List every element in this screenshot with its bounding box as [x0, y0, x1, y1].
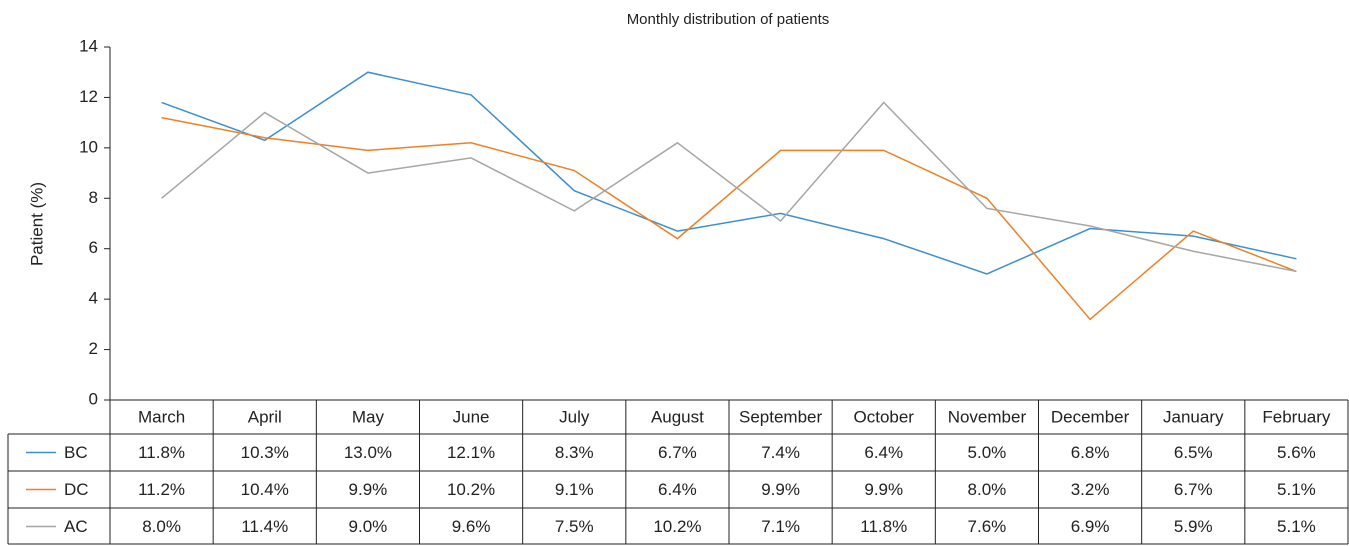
- y-tick-label: 4: [89, 289, 98, 308]
- x-tick-label: January: [1163, 407, 1224, 426]
- y-tick-label: 0: [89, 389, 98, 408]
- x-tick-label: February: [1262, 407, 1331, 426]
- table-value: 8.0%: [142, 517, 181, 536]
- table-value: 11.4%: [241, 517, 288, 536]
- table-value: 7.5%: [555, 517, 594, 536]
- y-tick-label: 12: [79, 87, 98, 106]
- table-value: 5.6%: [1277, 443, 1316, 462]
- table-value: 9.9%: [761, 480, 800, 499]
- table-value: 6.7%: [1174, 480, 1213, 499]
- table-value: 9.9%: [349, 480, 388, 499]
- table-value: 11.8%: [860, 517, 907, 536]
- y-tick-label: 6: [89, 238, 98, 257]
- table-value: 6.5%: [1174, 443, 1213, 462]
- table-value: 8.3%: [555, 443, 594, 462]
- table-value: 10.3%: [241, 443, 289, 462]
- table-value: 6.4%: [658, 480, 697, 499]
- table-value: 9.6%: [452, 517, 491, 536]
- x-tick-label: July: [559, 407, 590, 426]
- table-value: 10.2%: [653, 517, 701, 536]
- table-value: 3.2%: [1071, 480, 1110, 499]
- x-tick-label: May: [352, 407, 385, 426]
- table-value: 9.9%: [864, 480, 903, 499]
- y-tick-label: 2: [89, 339, 98, 358]
- y-tick-label: 10: [79, 137, 98, 156]
- x-tick-label: March: [138, 407, 185, 426]
- table-value: 5.1%: [1277, 517, 1316, 536]
- y-tick-label: 14: [79, 36, 98, 55]
- table-value: 8.0%: [968, 480, 1007, 499]
- table-value: 7.6%: [968, 517, 1007, 536]
- table-value: 6.9%: [1071, 517, 1110, 536]
- table-value: 11.8%: [138, 443, 185, 462]
- y-axis-label: Patient (%): [27, 182, 46, 266]
- table-value: 5.1%: [1277, 480, 1316, 499]
- table-value: 6.8%: [1071, 443, 1110, 462]
- x-tick-label: April: [248, 407, 282, 426]
- chart-title: Monthly distribution of patients: [627, 11, 830, 28]
- table-value: 7.1%: [761, 517, 800, 536]
- series-line: [161, 71, 1297, 275]
- table-value: 7.4%: [761, 443, 800, 462]
- table-value: 9.0%: [349, 517, 388, 536]
- table-value: 11.2%: [138, 480, 185, 499]
- table-value: 5.0%: [968, 443, 1007, 462]
- table-value: 6.7%: [658, 443, 697, 462]
- table-value: 5.9%: [1174, 517, 1213, 536]
- x-tick-label: August: [651, 407, 704, 426]
- table-value: 12.1%: [447, 443, 495, 462]
- table-value: 10.4%: [241, 480, 289, 499]
- table-value: 6.4%: [864, 443, 903, 462]
- x-tick-label: June: [453, 407, 490, 426]
- x-tick-label: October: [854, 407, 915, 426]
- table-value: 9.1%: [555, 480, 594, 499]
- legend-label: BC: [64, 443, 88, 462]
- series-line: [161, 116, 1297, 321]
- table-value: 10.2%: [447, 480, 495, 499]
- legend-label: DC: [64, 480, 89, 499]
- y-tick-label: 8: [89, 188, 98, 207]
- x-tick-label: September: [739, 407, 822, 426]
- legend-label: AC: [64, 517, 88, 536]
- table-value: 13.0%: [344, 443, 392, 462]
- series-line: [161, 101, 1297, 273]
- x-tick-label: November: [948, 407, 1027, 426]
- x-tick-label: December: [1051, 407, 1130, 426]
